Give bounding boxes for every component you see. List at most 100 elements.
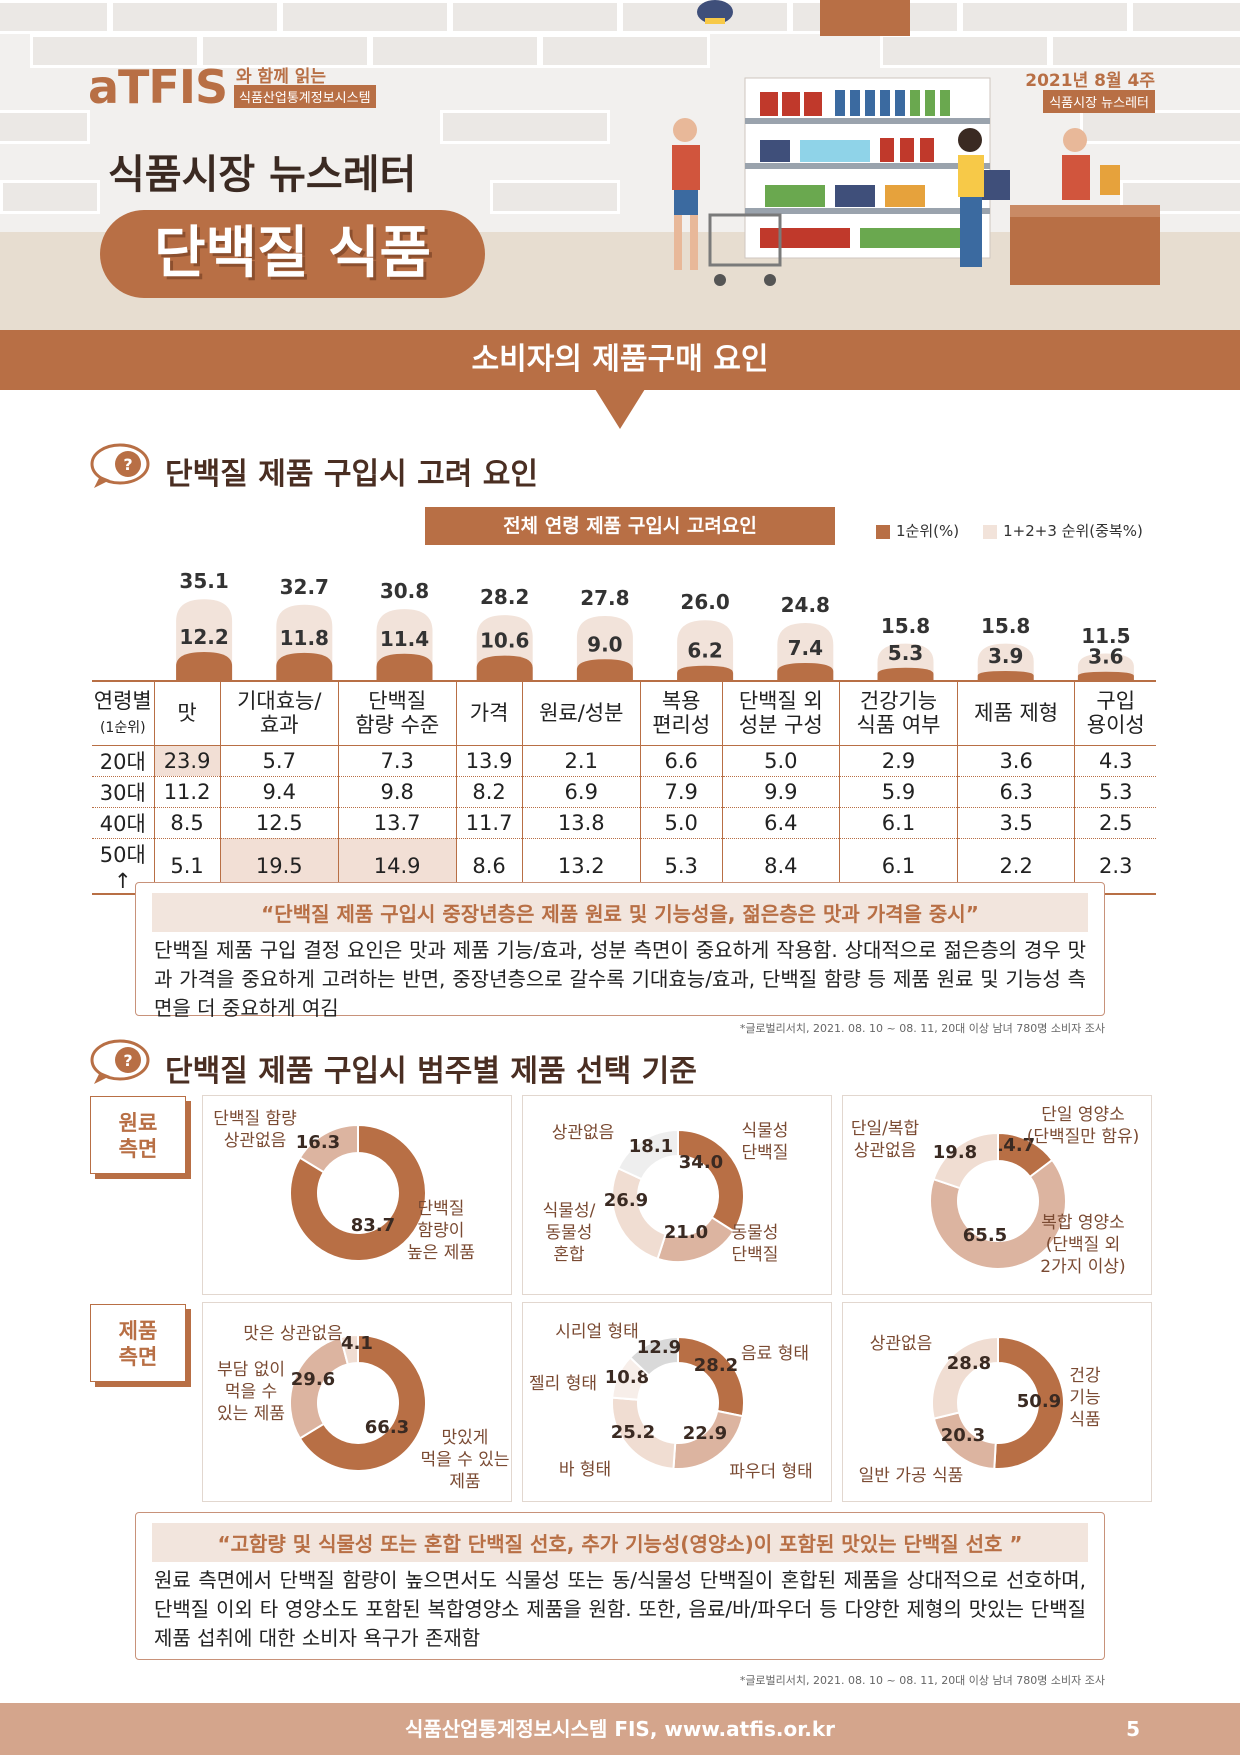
donut-panel: 28.2 음료 형태 22.9 파우더 형태 25.2 바 형태 10.8 젤리 형태 12.9…	[522, 1302, 832, 1502]
footer: 식품산업통계정보시스템 FIS, www.atfis.or.kr 5	[0, 1703, 1240, 1755]
tag-raw-line1: 원료	[118, 1111, 158, 1135]
table-cell: 13.9	[456, 745, 523, 777]
legend-item-rank123: 1+2+3 순위(중복%)	[983, 520, 1143, 541]
brick	[200, 34, 370, 68]
table-cell: 6.9	[522, 776, 641, 808]
table-header-text: 효과	[259, 713, 299, 738]
table-cell: 2.9	[839, 745, 958, 777]
table-cell: 2.5	[1074, 807, 1156, 839]
donut-value: 12.9	[637, 1337, 681, 1358]
bar-label-total: 15.8	[981, 613, 1031, 638]
donut-label: 먹을 수	[225, 1382, 277, 1402]
bar-label-total: 24.8	[780, 592, 830, 617]
donut-label: 단백질 함량	[213, 1109, 297, 1129]
donut-slice	[932, 1131, 999, 1190]
bar-label-rank1: 12.2	[179, 625, 228, 649]
donut-panel: 66.3 맛있게 먹을 수 있는 제품 29.6 부담 없이 먹을 수 있는 제품 4.1 맛은 …	[202, 1302, 512, 1502]
bar-label-rank1: 6.2	[687, 639, 722, 663]
table-cell: 12.5	[220, 807, 339, 839]
donut-label: 부담 없이	[217, 1360, 285, 1380]
insight-box-1: “단백질 제품 구입시 중장년층은 제품 원료 및 기능성을, 젊은층은 맛과 …	[135, 882, 1105, 1020]
table-header-text: 원료/성분	[539, 701, 624, 726]
donut-label: 복합 영양소	[1041, 1213, 1125, 1233]
tag-product-line1: 제품	[118, 1319, 158, 1343]
table-cell: 11.7	[456, 807, 523, 839]
table-header-row: 연령별 (1순위) 맛 기대효능/효과 단백질 함량 수준 가격 원료/성분 복용 편리성 단백…	[92, 681, 1156, 745]
donut-slice	[298, 1123, 359, 1174]
donut-label: 바 형태	[559, 1460, 611, 1480]
donut-value: 4.1	[341, 1333, 373, 1354]
donut-value: 22.9	[683, 1423, 727, 1444]
donut-label: 시리얼 형태	[555, 1322, 639, 1342]
donut-value: 50.9	[1017, 1391, 1061, 1412]
donut-value: 20.3	[941, 1425, 985, 1446]
donut-value: 10.8	[605, 1367, 649, 1388]
bar-label-rank1: 11.4	[380, 627, 429, 651]
source-note-1: *글로벌리서치, 2021. 08. 10 ~ 08. 11, 20대 이상 남…	[739, 1022, 1105, 1035]
bar-label-rank1: 9.0	[587, 632, 622, 656]
table-header-factor: 건강기능 식품 여부	[839, 681, 958, 745]
donut-label: 단백질	[742, 1143, 789, 1163]
svg-text:?: ?	[123, 1051, 132, 1070]
table-cell: 7.3	[338, 745, 457, 777]
donut-panel: 50.9 건강 기능 식품 20.3 일반 가공 식품 28.8 상관없음	[842, 1302, 1152, 1502]
footer-text: 식품산업통계정보시스템 FIS, www.atfis.or.kr	[404, 1717, 836, 1741]
donut-value: 83.7	[351, 1215, 395, 1236]
table-cell: 4.3	[1074, 745, 1156, 777]
issue-tag: 식품시장 뉴스레터	[1043, 90, 1155, 113]
donut-value: 19.8	[933, 1142, 977, 1163]
table-cell: 3.5	[957, 807, 1076, 839]
bar-total	[677, 620, 734, 680]
bar-label-rank1: 3.9	[988, 644, 1023, 668]
donut-panel: 34.0 식물성 단백질 21.0 동물성 단백질 26.9 식물성/동물성 혼합 18.1 상관없…	[522, 1095, 832, 1295]
table-header-text: 건강기능	[859, 689, 938, 714]
table-cell: 8.2	[456, 776, 523, 808]
donut-label: 맛있게	[442, 1428, 489, 1448]
bar-label-total: 27.8	[580, 586, 630, 611]
table-header-factor: 맛	[154, 681, 221, 745]
table-cell: 9.8	[338, 776, 457, 808]
bar-rank1	[376, 653, 433, 680]
table-header-factor: 원료/성분	[522, 681, 641, 745]
table-row-label: 40대	[92, 807, 155, 839]
donut-label: 동물성	[732, 1223, 779, 1243]
donut-value: 66.3	[365, 1417, 409, 1438]
topic-title: 단백질 식품	[100, 210, 485, 298]
table-header-age-sub: (1순위)	[99, 720, 146, 737]
donut-slice	[616, 1128, 679, 1181]
chart-legend: 1순위(%) 1+2+3 순위(중복%)	[876, 520, 1143, 541]
insight-body-2: 원료 측면에서 단백질 함량이 높으면서도 식물성 또는 동/식물성 단백질이 …	[154, 1568, 1086, 1650]
table-cell: 13.8	[522, 807, 641, 839]
table-row-label: 30대	[92, 776, 155, 808]
donut-slice	[298, 1333, 427, 1472]
table-header-text: 편리성	[652, 713, 711, 738]
donut-label: 함량이	[418, 1221, 465, 1241]
donut-slice	[931, 1335, 999, 1420]
header: aTFIS 와 함께 읽는 식품산업통계정보시스템 식품시장 뉴스레터 단백질 …	[0, 0, 1240, 330]
table-header-factor: 구입 용이성	[1075, 681, 1156, 745]
donut-label: 상관없음	[854, 1141, 917, 1161]
insight-title-1: “단백질 제품 구입시 중장년층은 제품 원료 및 기능성을, 젊은층은 맛과 …	[152, 893, 1088, 932]
bar-rank1	[977, 671, 1034, 680]
donut-label: 식물성/	[543, 1201, 596, 1221]
table-cell: 11.2	[154, 776, 221, 808]
brick	[0, 0, 110, 34]
bar-label-total: 35.1	[179, 569, 229, 594]
donut-label: 음료 형태	[741, 1344, 809, 1364]
donut-label: 상관없음	[224, 1131, 287, 1151]
donut-slice	[929, 1158, 1067, 1270]
table-cell: 9.4	[220, 776, 339, 808]
donut-label: 2가지 이상)	[1040, 1257, 1125, 1277]
age-table: 연령별 (1순위) 맛 기대효능/효과 단백질 함량 수준 가격 원료/성분 복용 편리성 단백…	[92, 680, 1156, 895]
brick	[110, 0, 280, 34]
donut-label: 단일 영양소	[1041, 1105, 1125, 1125]
bar-total	[977, 643, 1034, 680]
donut-label: (단백질만 함유)	[1027, 1127, 1140, 1147]
bar-label-total: 26.0	[680, 590, 730, 615]
donut-value: 29.6	[291, 1369, 335, 1390]
bar-rank1	[176, 651, 233, 680]
question-bubble-icon: ?	[90, 1039, 150, 1084]
